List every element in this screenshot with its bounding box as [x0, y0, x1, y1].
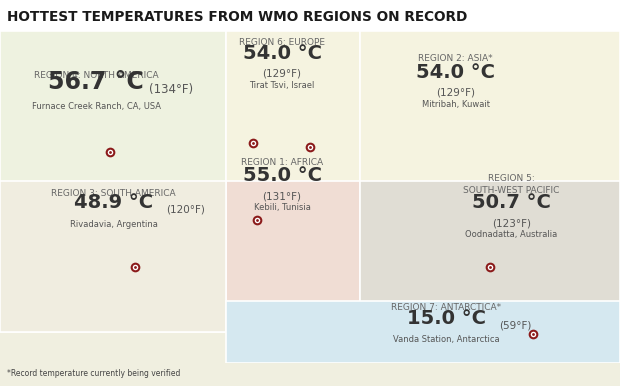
- Text: 56.7 °C: 56.7 °C: [48, 70, 144, 94]
- Text: Tirat Tsvi, Israel: Tirat Tsvi, Israel: [249, 81, 315, 90]
- Text: *Record temperature currently being verified: *Record temperature currently being veri…: [7, 369, 181, 378]
- Text: 54.0 °C: 54.0 °C: [416, 63, 495, 82]
- Text: REGION 5:: REGION 5:: [488, 174, 535, 183]
- Bar: [226, 181, 360, 332]
- Text: Oodnadatta, Australia: Oodnadatta, Australia: [466, 230, 557, 239]
- Text: Kebili, Tunisia: Kebili, Tunisia: [254, 203, 311, 212]
- Text: 55.0 °C: 55.0 °C: [242, 166, 322, 185]
- Bar: [0, 31, 226, 332]
- Text: Rivadavia, Argentina: Rivadavia, Argentina: [69, 220, 157, 229]
- Bar: [0, 181, 226, 332]
- Bar: [226, 301, 620, 363]
- Text: SOUTH-WEST PACIFIC: SOUTH-WEST PACIFIC: [463, 186, 560, 195]
- Text: (131°F): (131°F): [263, 191, 301, 201]
- Text: 50.7 °C: 50.7 °C: [472, 193, 551, 212]
- Text: (134°F): (134°F): [149, 83, 193, 96]
- Text: (129°F): (129°F): [263, 69, 301, 79]
- Text: (59°F): (59°F): [499, 320, 531, 330]
- Text: 54.0 °C: 54.0 °C: [242, 44, 322, 63]
- Text: REGION 3: SOUTH AMERICA: REGION 3: SOUTH AMERICA: [51, 189, 176, 198]
- Text: (123°F): (123°F): [492, 218, 531, 229]
- Text: HOTTEST TEMPERATURES FROM WMO REGIONS ON RECORD: HOTTEST TEMPERATURES FROM WMO REGIONS ON…: [7, 10, 468, 24]
- Text: REGION 2: ASIA*: REGION 2: ASIA*: [418, 54, 493, 63]
- Text: (120°F): (120°F): [166, 204, 205, 214]
- Bar: [360, 31, 620, 185]
- Text: 15.0 °C: 15.0 °C: [407, 309, 486, 328]
- Text: REGION 7: ANTARCTICA*: REGION 7: ANTARCTICA*: [391, 303, 502, 312]
- Text: REGION 4: NORTH AMERICA: REGION 4: NORTH AMERICA: [33, 71, 159, 80]
- Text: Vanda Station, Antarctica: Vanda Station, Antarctica: [393, 335, 500, 344]
- Bar: [360, 181, 620, 332]
- Bar: [0, 0, 620, 34]
- Text: REGION 1: AFRICA: REGION 1: AFRICA: [241, 158, 323, 167]
- Bar: [226, 31, 360, 185]
- Text: Furnace Creek Ranch, CA, USA: Furnace Creek Ranch, CA, USA: [32, 102, 161, 112]
- Text: 48.9 °C: 48.9 °C: [74, 193, 153, 212]
- Text: (129°F): (129°F): [436, 88, 475, 98]
- Text: REGION 6: EUROPE: REGION 6: EUROPE: [239, 38, 325, 47]
- Text: Mitribah, Kuwait: Mitribah, Kuwait: [422, 100, 490, 109]
